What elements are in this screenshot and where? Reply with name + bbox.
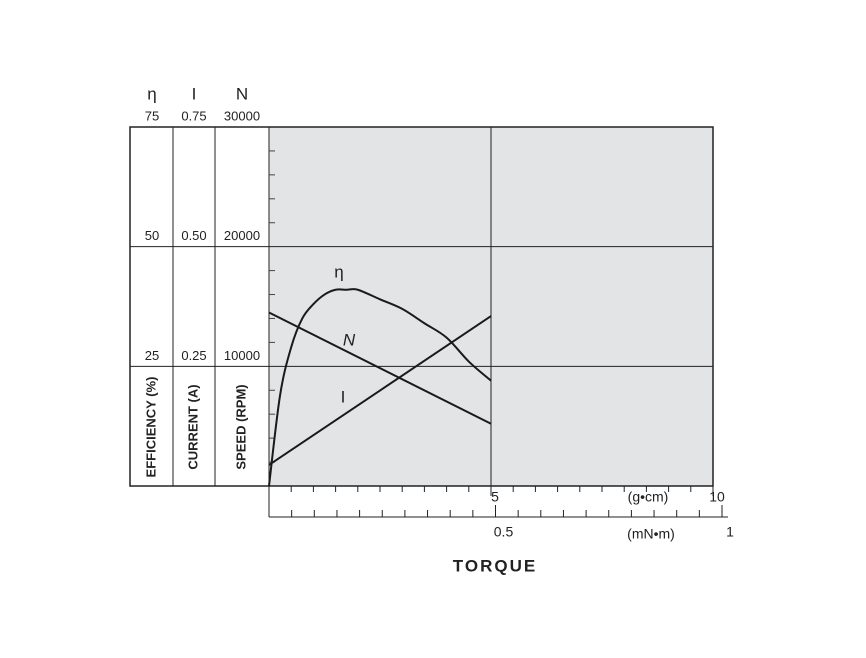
frame [129, 126, 714, 487]
y-tick-label: 0.50 [181, 228, 206, 243]
y-axis-symbol: I [192, 84, 197, 103]
curve [268, 288, 492, 487]
x-unit: (g•cm) [628, 489, 669, 505]
x-axis-title: TORQUE [453, 556, 537, 575]
x-tick-label: 5 [491, 489, 499, 505]
y-tick-label: 50 [145, 228, 159, 243]
y-axis-title: CURRENT (A) [185, 384, 200, 469]
y-axis-title: EFFICIENCY (%) [143, 377, 158, 478]
y-tick-label: 0.25 [181, 348, 206, 363]
curve-label: η [334, 262, 343, 281]
y-axis-symbol: N [236, 84, 248, 103]
curve-label: I [341, 387, 346, 406]
x-tick-label: 10 [709, 489, 725, 505]
curve-label: N [343, 330, 356, 349]
y-axis-title: SPEED (RPM) [233, 384, 248, 469]
x2-tick-label: 0.5 [494, 524, 514, 540]
x2-tick-label: 1 [726, 524, 734, 540]
x2-unit: (mN•m) [627, 526, 675, 542]
y-tick-label: 20000 [224, 228, 260, 243]
y-tick-label: 25 [145, 348, 159, 363]
y-tick-label: 30000 [224, 108, 260, 123]
y-tick-label: 75 [145, 108, 159, 123]
y-tick-label: 10000 [224, 348, 260, 363]
curve [268, 315, 492, 466]
y-axis-symbol: η [147, 84, 156, 103]
y-tick-label: 0.75 [181, 108, 206, 123]
curve [268, 311, 492, 425]
